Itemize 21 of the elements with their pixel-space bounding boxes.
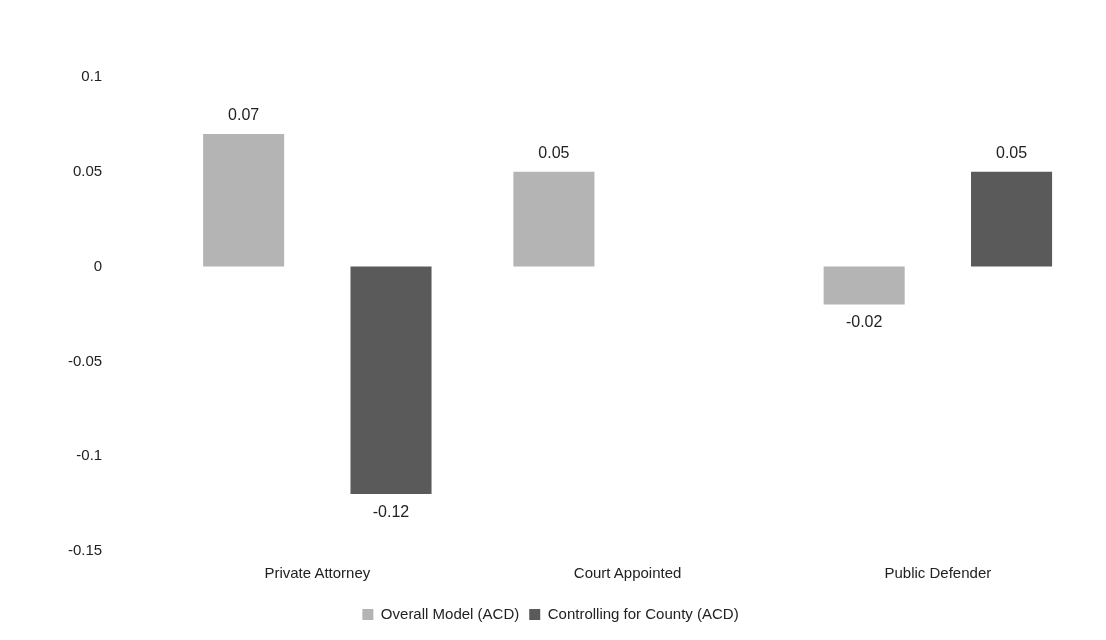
x-tick-label: Private Attorney	[264, 564, 371, 582]
bar	[823, 266, 905, 305]
data-label: 0.07	[228, 106, 260, 124]
bar	[203, 133, 285, 267]
y-tick-label: 0	[93, 256, 103, 274]
legend-label: Controlling for County (ACD)	[547, 604, 739, 622]
bar	[350, 266, 432, 495]
data-label: -0.12	[372, 502, 410, 520]
data-label: 0.05	[995, 144, 1028, 162]
x-tick-label: Court Appointed	[573, 564, 682, 582]
y-tick-label: -0.1	[76, 446, 103, 464]
bar	[971, 171, 1053, 267]
data-label: 0.05	[538, 144, 570, 162]
legend-label: Overall Model (ACD)	[380, 604, 520, 622]
y-tick-label: -0.15	[67, 541, 103, 559]
data-label: -0.02	[845, 312, 883, 330]
y-tick-label: 0.05	[72, 161, 103, 179]
bar	[513, 171, 595, 267]
x-tick-label: Public Defender	[884, 564, 992, 582]
y-tick-label: -0.05	[67, 351, 103, 369]
y-tick-label: 0.1	[81, 67, 103, 85]
